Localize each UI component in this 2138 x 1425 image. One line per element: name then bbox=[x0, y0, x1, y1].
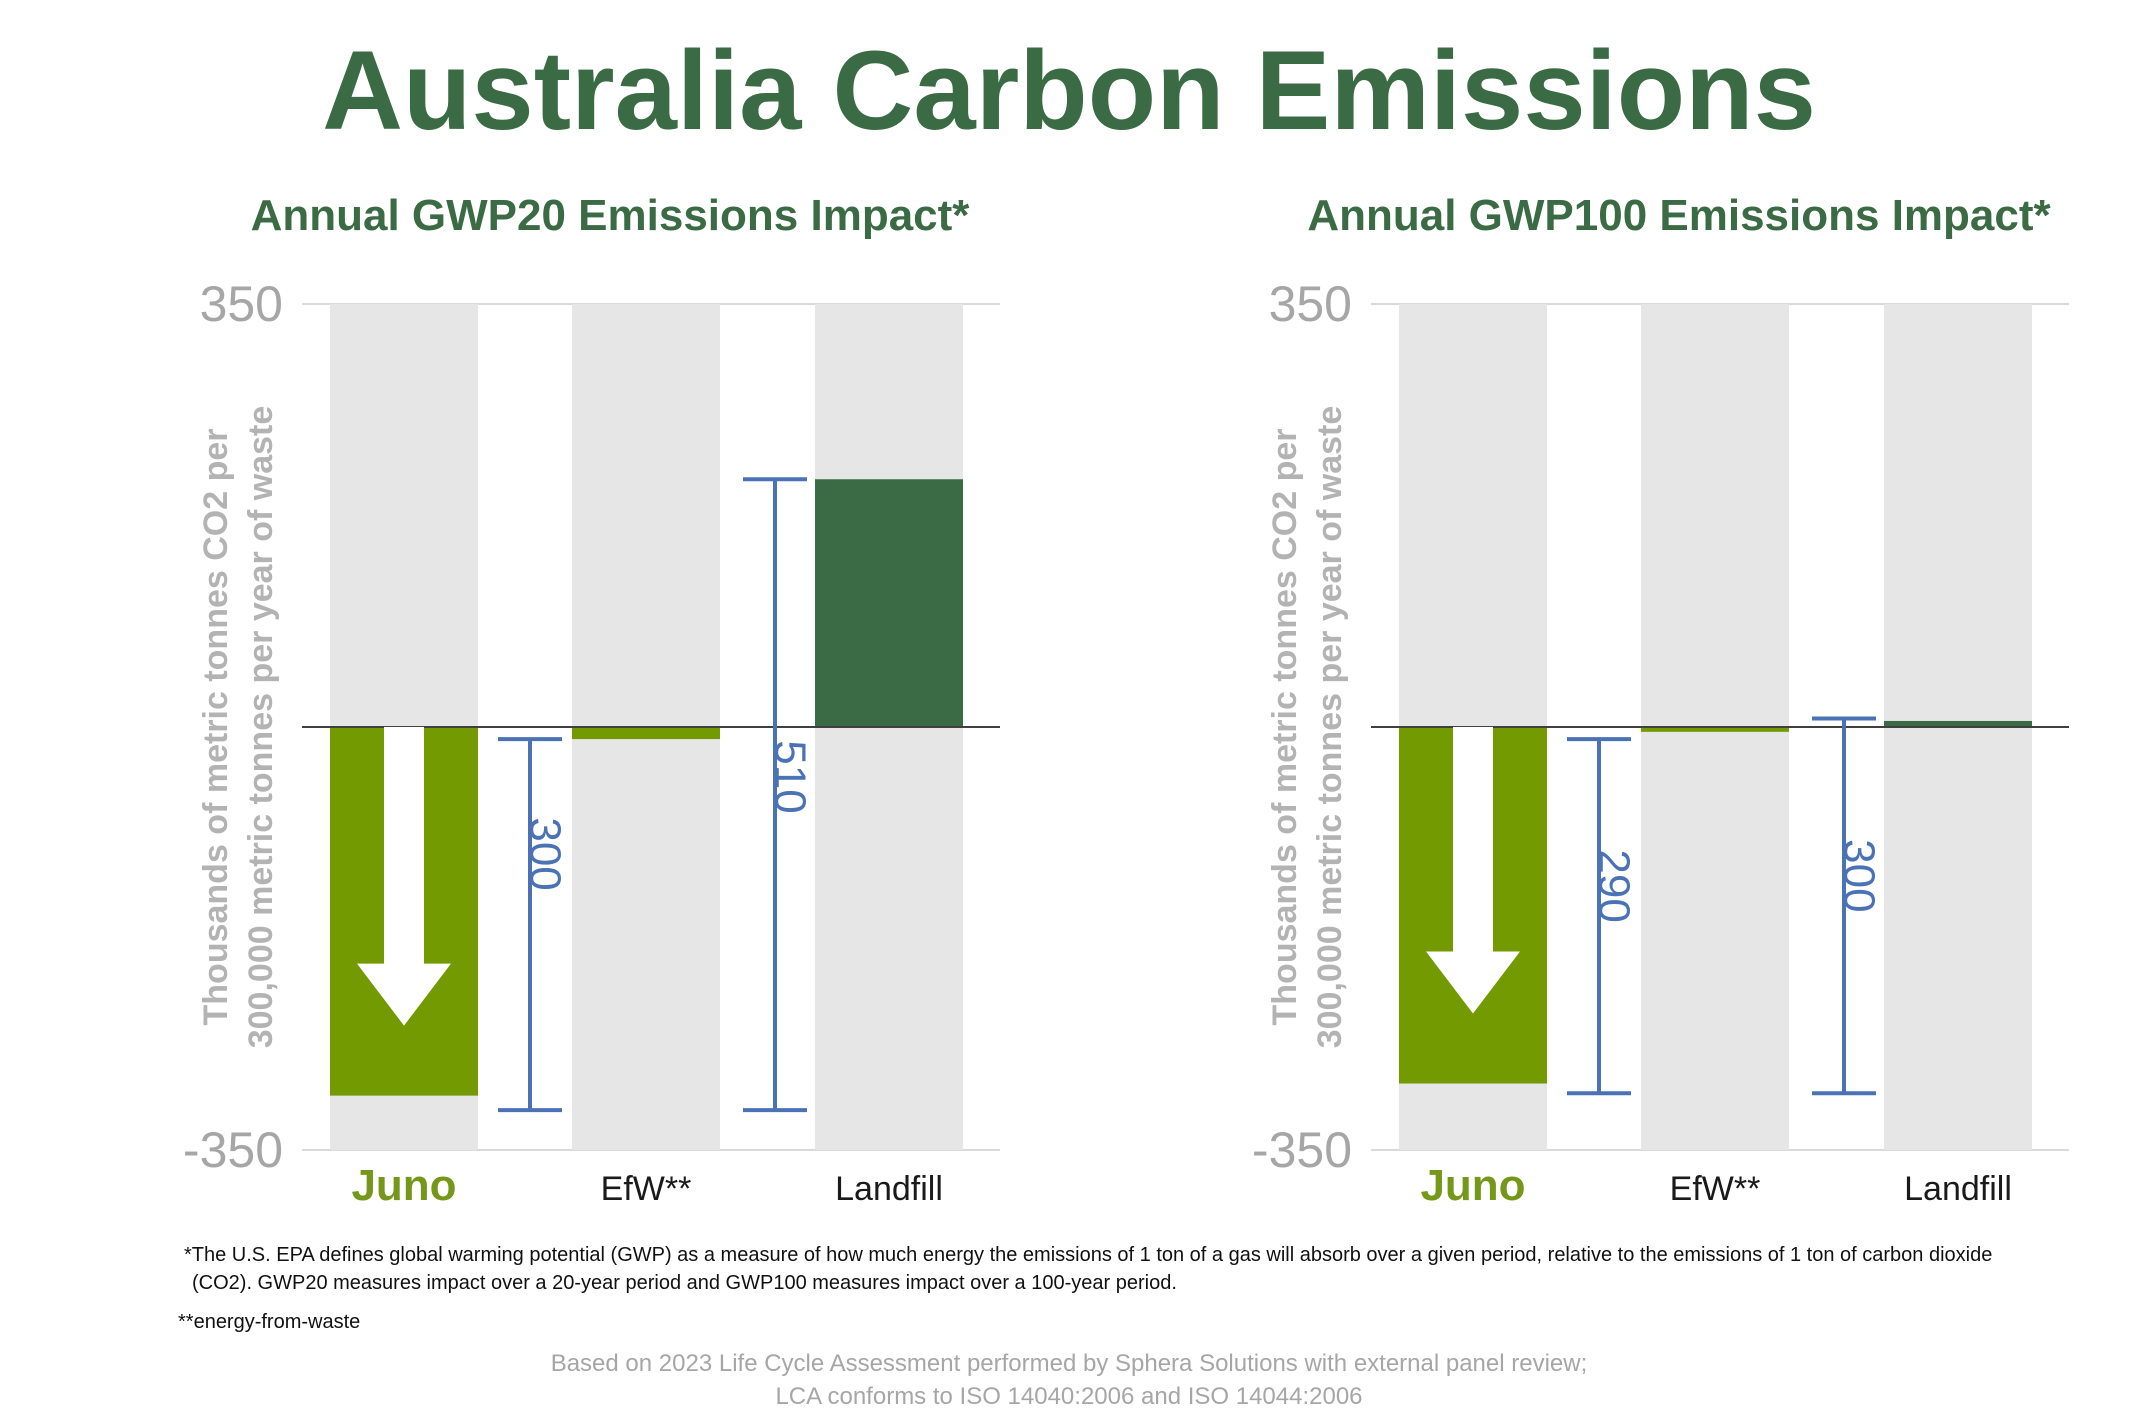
footnote-gwp-definition: *The U.S. EPA defines global warming pot… bbox=[184, 1244, 1993, 1294]
difference-value-label: 510 bbox=[765, 740, 814, 813]
gwp20-chart: Annual GWP20 Emissions Impact* 350 -350 Tho… bbox=[0, 0, 1069, 1260]
gwp100-chart-svg: Annual GWP100 Emissions Impact* 350 -350 Th… bbox=[1252, 191, 2069, 1210]
y-tick-label-top: 350 bbox=[1269, 276, 1352, 332]
source-note-line-1: Based on 2023 Life Cycle Assessment perf… bbox=[550, 1350, 1588, 1377]
difference-bracket-300: 300 bbox=[498, 737, 569, 1113]
footnote-efw-definition: **energy-from-waste bbox=[178, 1311, 361, 1333]
source-note-line-2: LCA conforms to ISO 14040:2006 and ISO 1… bbox=[775, 1383, 1363, 1410]
y-axis-label-line-1: Thousands of metric tonnes CO2 per bbox=[1266, 429, 1304, 1026]
category-label-efw: EfW** bbox=[601, 1170, 692, 1208]
main-title: Australia Carbon Emissions bbox=[322, 28, 1816, 153]
bar-landfill bbox=[815, 479, 963, 727]
y-tick-label-top: 350 bbox=[200, 276, 283, 332]
reduction-arrow-icon bbox=[1426, 727, 1520, 1014]
bar-efw bbox=[572, 727, 720, 740]
chart-subtitle: Annual GWP100 Emissions Impact* bbox=[1307, 191, 2051, 240]
bar-landfill bbox=[1884, 720, 2032, 727]
category-label-landfill: Landfill bbox=[1904, 1170, 2012, 1208]
y-axis-label-line-1: Thousands of metric tonnes CO2 per bbox=[197, 429, 235, 1026]
bar-efw bbox=[1641, 727, 1789, 732]
difference-value-label: 300 bbox=[520, 817, 569, 890]
y-tick-label-bottom: -350 bbox=[183, 1122, 283, 1178]
gwp20-chart-svg: Annual GWP20 Emissions Impact* 350 -350 Tho… bbox=[183, 191, 1000, 1210]
category-label-juno: Juno bbox=[1420, 1161, 1525, 1210]
chart-subtitle: Annual GWP20 Emissions Impact* bbox=[251, 191, 971, 240]
reduction-arrow-icon bbox=[357, 727, 451, 1026]
difference-value-label: 300 bbox=[1834, 839, 1883, 912]
difference-value-label: 290 bbox=[1589, 849, 1638, 922]
y-axis-label-line-2: 300,000 metric tonnes per year of waste bbox=[242, 406, 280, 1049]
y-axis-label-line-2: 300,000 metric tonnes per year of waste bbox=[1311, 406, 1349, 1049]
gwp100-chart: Annual GWP100 Emissions Impact* 350 -350 Th… bbox=[1069, 0, 2138, 1260]
difference-bracket-300: 300 bbox=[1812, 716, 1883, 1096]
difference-bracket-290: 290 bbox=[1567, 737, 1638, 1096]
category-label-landfill: Landfill bbox=[835, 1170, 943, 1208]
y-tick-label-bottom: -350 bbox=[1252, 1122, 1352, 1178]
difference-bracket-510: 510 bbox=[743, 477, 814, 1113]
category-label-juno: Juno bbox=[351, 1161, 456, 1210]
category-label-efw: EfW** bbox=[1670, 1170, 1761, 1208]
